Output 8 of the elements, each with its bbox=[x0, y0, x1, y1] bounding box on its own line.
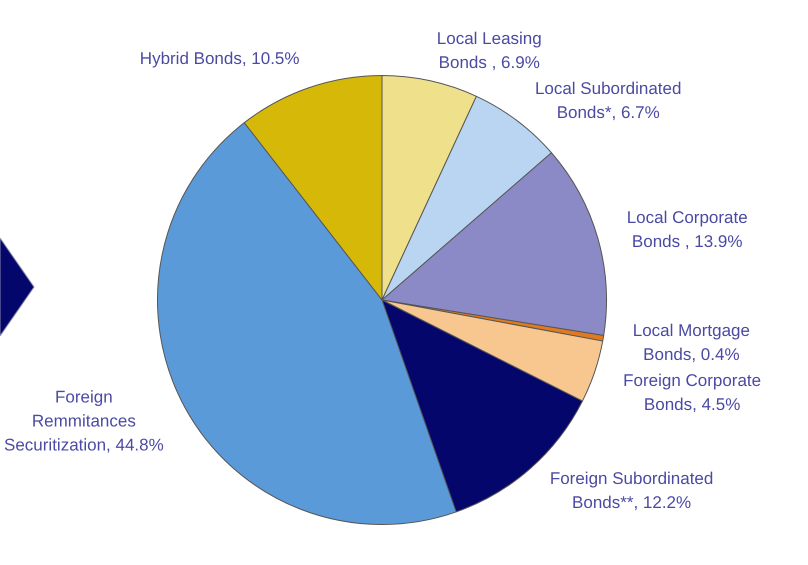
slice-label: Foreign Remmitances Securitization, 44.8% bbox=[4, 387, 164, 454]
slice-label: Local Leasing Bonds , 6.9% bbox=[436, 29, 542, 72]
slice-label: Local Corporate Bonds , 13.9% bbox=[626, 208, 748, 251]
slice-label: Local Mortgage Bonds, 0.4% bbox=[632, 321, 750, 364]
slice-label: Hybrid Bonds, 10.5% bbox=[140, 48, 300, 68]
slice-label: Foreign Subordinated Bonds**, 12.2% bbox=[550, 469, 714, 512]
slice-label: Foreign Corporate Bonds, 4.5% bbox=[623, 371, 762, 414]
slice-label: Local Subordinated Bonds*, 6.7% bbox=[534, 79, 682, 122]
